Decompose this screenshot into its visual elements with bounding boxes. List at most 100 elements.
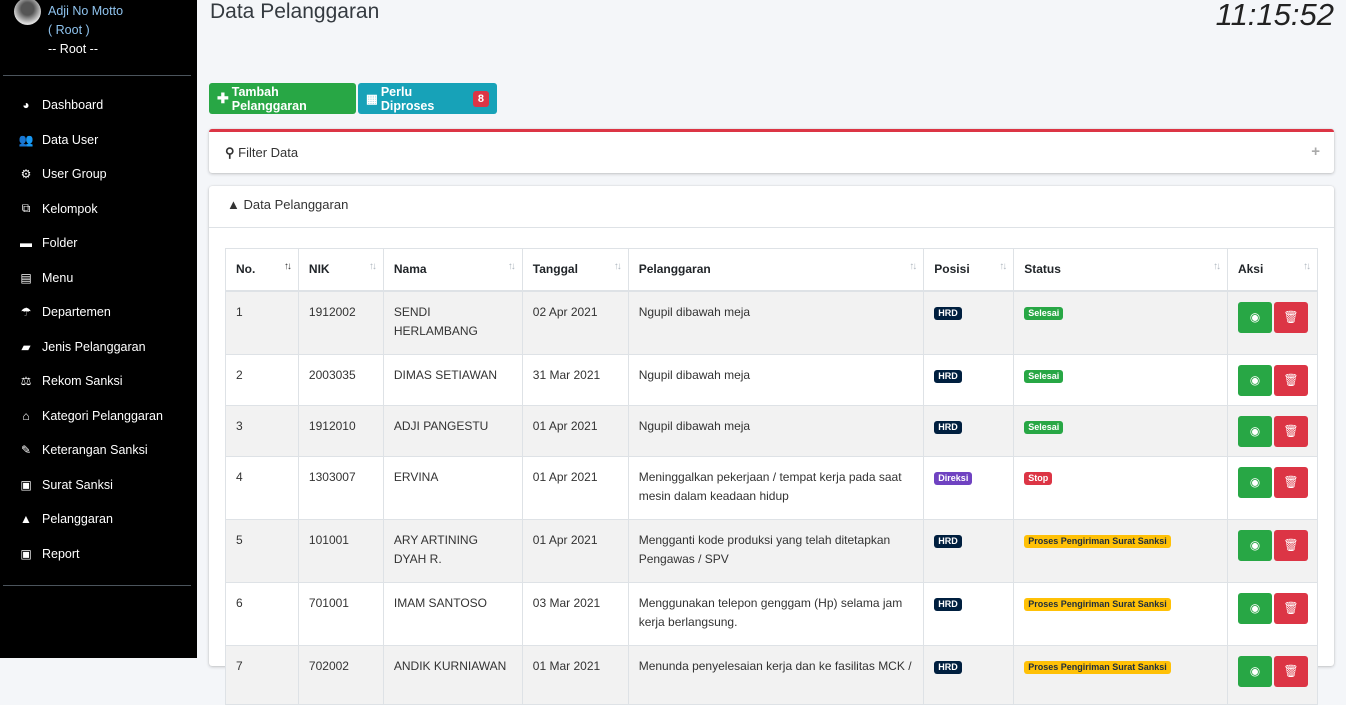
- view-button[interactable]: ◉: [1237, 415, 1272, 447]
- sidebar-item-jenis-pelanggaran[interactable]: ▰ Jenis Pelanggaran: [0, 330, 197, 365]
- sidebar-item-data-user[interactable]: 👥 Data User: [0, 123, 197, 158]
- column-header-nama[interactable]: Nama ↑↓: [382, 248, 523, 292]
- cell-pelanggaran: Mengganti kode produksi yang telah ditet…: [627, 518, 925, 583]
- delete-button[interactable]: 🗑: [1273, 466, 1308, 498]
- column-header-posisi[interactable]: Posisi ↑↓: [923, 248, 1015, 292]
- filter-card[interactable]: ⚲ Filter Data +: [209, 129, 1334, 173]
- sidebar-item-keterangan-sanksi[interactable]: ✎ Keterangan Sanksi: [0, 433, 197, 468]
- sidebar-item-label: Surat Sanksi: [42, 477, 113, 492]
- cell-nik: 702002: [297, 644, 384, 705]
- tachometer-icon: ◕: [22, 98, 30, 113]
- sidebar-item-kategori-pelanggaran[interactable]: ⌂ Kategori Pelanggaran: [0, 399, 197, 434]
- view-button[interactable]: ◉: [1237, 655, 1272, 687]
- table-icon: ▦: [366, 92, 378, 106]
- table-row: 1 1912002 SENDI HERLAMBANG 02 Apr 2021 N…: [225, 290, 1319, 355]
- view-button[interactable]: ◉: [1237, 364, 1272, 396]
- page-title: Data Pelanggaran: [210, 0, 380, 23]
- cell-tanggal: 01 Mar 2021: [521, 644, 629, 705]
- sidebar-item-departemen[interactable]: ☂ Departemen: [0, 295, 197, 330]
- column-header-tanggal[interactable]: Tanggal ↑↓: [521, 248, 629, 292]
- delete-button[interactable]: 🗑: [1273, 301, 1308, 333]
- cell-no: 1: [225, 290, 299, 355]
- cell-nama: ADJI PANGESTU: [382, 404, 523, 457]
- column-header-aksi[interactable]: Aksi ↑↓: [1226, 248, 1319, 292]
- eye-icon: ◉: [1249, 372, 1261, 387]
- delete-button[interactable]: 🗑: [1273, 529, 1308, 561]
- trash-icon: 🗑: [1283, 309, 1299, 324]
- cell-posisi: HRD: [923, 404, 1015, 457]
- sidebar-item-menu[interactable]: ▤ Menu: [0, 261, 197, 296]
- delete-button[interactable]: 🗑: [1273, 364, 1308, 396]
- edit-icon: ✎: [20, 443, 32, 458]
- table-row: 4 1303007 ERVINA 01 Apr 2021 Meninggalka…: [225, 455, 1319, 520]
- needs-processing-button[interactable]: ▦ Perlu Diproses 8: [358, 83, 497, 114]
- sidebar-nav: ◕ Dashboard 👥 Data User ⚙ User Group ⧉ Kelompok…: [0, 88, 197, 571]
- column-header-no[interactable]: No. ↑↓: [225, 248, 299, 292]
- delete-button[interactable]: 🗑: [1273, 655, 1308, 687]
- column-label: Posisi: [934, 262, 970, 276]
- data-card: ▲ Data Pelanggaran No. ↑↓ NIK ↑↓ Nama ↑↓ Tangg…: [209, 186, 1334, 705]
- cell-nama: ARY ARTINING DYAH R.: [382, 518, 523, 583]
- cell-nik: 701001: [297, 581, 384, 646]
- sidebar-item-surat-sanksi[interactable]: ▣ Surat Sanksi: [0, 468, 197, 503]
- sidebar-item-rekom-sanksi[interactable]: ⚖ Rekom Sanksi: [0, 364, 197, 399]
- id-card-icon: ▣: [20, 477, 32, 492]
- sidebar: Adji No Motto ( Root ) -- Root -- ◕ Dashb…: [0, 0, 197, 658]
- sort-icon[interactable]: ↑↓: [613, 261, 622, 272]
- user-name[interactable]: Adji No Motto: [48, 4, 124, 18]
- eye-icon: ◉: [1249, 537, 1261, 552]
- sidebar-item-report[interactable]: ▣ Report: [0, 537, 197, 572]
- sidebar-item-kelompok[interactable]: ⧉ Kelompok: [0, 192, 197, 227]
- umbrella-icon: ☂: [20, 305, 32, 320]
- view-button[interactable]: ◉: [1237, 466, 1272, 498]
- sort-icon[interactable]: ↑↓: [368, 261, 377, 272]
- column-label: Aksi: [1237, 262, 1264, 276]
- column-header-nik[interactable]: NIK ↑↓: [297, 248, 384, 292]
- status-badge: Stop: [1024, 471, 1053, 485]
- view-button[interactable]: ◉: [1237, 301, 1272, 333]
- delete-button[interactable]: 🗑: [1273, 592, 1308, 624]
- view-button[interactable]: ◉: [1237, 529, 1272, 561]
- needs-processing-label: Perlu Diproses: [380, 84, 435, 113]
- cell-pelanggaran: Ngupil dibawah meja: [627, 353, 925, 406]
- add-violation-label: Tambah Pelanggaran: [231, 84, 307, 113]
- sidebar-item-dashboard[interactable]: ◕ Dashboard: [0, 88, 197, 123]
- cell-status: Selesai: [1013, 353, 1228, 406]
- cell-tanggal: 31 Mar 2021: [521, 353, 629, 406]
- folder-icon: ▬: [20, 236, 32, 251]
- column-header-pelanggaran[interactable]: Pelanggaran ↑↓: [627, 248, 925, 292]
- sidebar-item-user-group[interactable]: ⚙ User Group: [0, 157, 197, 192]
- column-header-status[interactable]: Status ↑↓: [1013, 248, 1228, 292]
- sort-icon[interactable]: ↑↓: [283, 261, 292, 272]
- avatar: [14, 0, 41, 25]
- delete-button[interactable]: 🗑: [1273, 415, 1308, 447]
- table-row: 5 101001 ARY ARTINING DYAH R. 01 Apr 202…: [225, 518, 1319, 583]
- cell-tanggal: 03 Mar 2021: [521, 581, 629, 646]
- report-icon: ▣: [20, 546, 32, 561]
- sort-icon[interactable]: ↑↓: [1303, 261, 1311, 272]
- warning-icon: ▲: [227, 197, 240, 212]
- sidebar-item-pelanggaran[interactable]: ▲ Pelanggaran: [0, 502, 197, 537]
- gear-icon: ⚙: [20, 167, 32, 182]
- sidebar-item-label: Dashboard: [42, 98, 104, 113]
- expand-plus-icon[interactable]: +: [1311, 143, 1320, 160]
- sidebar-item-label: Report: [42, 546, 80, 561]
- add-violation-button[interactable]: ✚ Tambah Pelanggaran: [209, 83, 356, 114]
- posisi-badge: HRD: [934, 597, 962, 611]
- sidebar-item-folder[interactable]: ▬ Folder: [0, 226, 197, 261]
- cell-status: Stop: [1013, 455, 1228, 520]
- sort-icon[interactable]: ↑↓: [999, 261, 1007, 272]
- posisi-badge: HRD: [934, 420, 962, 434]
- sort-icon[interactable]: ↑↓: [507, 261, 516, 272]
- cell-status: Proses Pengiriman Surat Sanksi: [1013, 644, 1228, 705]
- view-button[interactable]: ◉: [1237, 592, 1272, 624]
- sort-icon[interactable]: ↑↓: [1212, 261, 1221, 272]
- sort-icon[interactable]: ↑↓: [909, 261, 917, 272]
- status-badge: Proses Pengiriman Surat Sanksi: [1024, 660, 1171, 674]
- cell-pelanggaran: Menunda penyelesaian kerja dan ke fasili…: [627, 644, 925, 705]
- posisi-badge: HRD: [934, 306, 962, 320]
- status-badge: Selesai: [1024, 420, 1064, 434]
- cell-aksi: ◉ 🗑: [1226, 644, 1319, 705]
- card-title: Data Pelanggaran: [243, 197, 349, 212]
- sidebar-item-label: Menu: [42, 270, 74, 285]
